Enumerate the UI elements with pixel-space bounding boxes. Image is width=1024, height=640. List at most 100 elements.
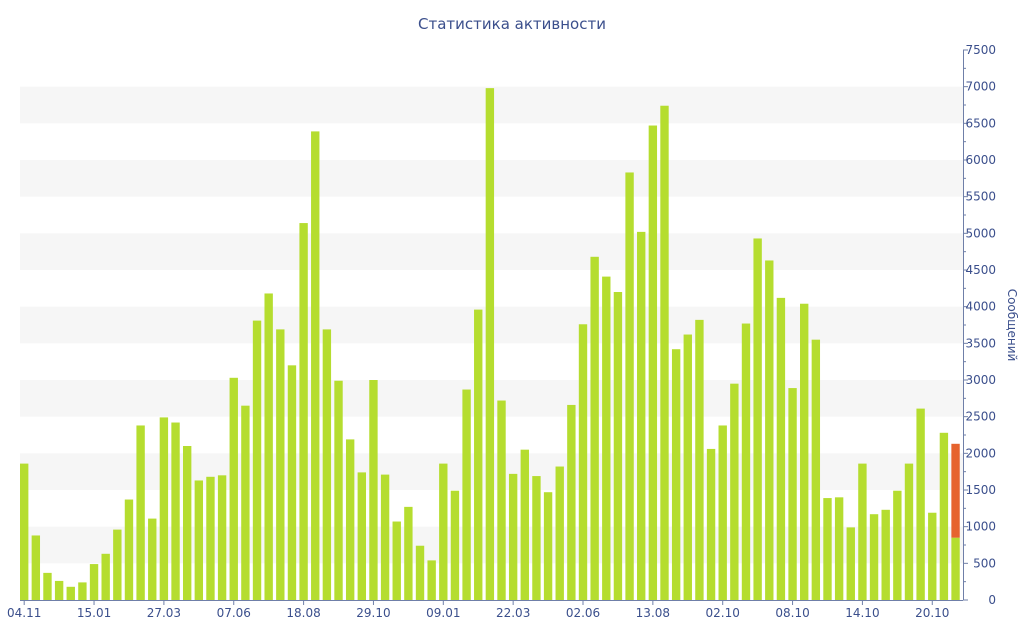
- y-tick-label: 0: [988, 593, 996, 607]
- bar: [741, 323, 751, 600]
- x-tick-label: 02.06: [566, 606, 600, 620]
- bar: [217, 475, 227, 600]
- bar: [182, 446, 192, 600]
- bar: [881, 509, 890, 600]
- y-tick-label: 1000: [965, 520, 996, 534]
- bar: [357, 472, 366, 600]
- x-tick-label: 13.08: [636, 606, 670, 620]
- bar: [858, 463, 867, 600]
- bar: [299, 223, 308, 600]
- bar: [939, 432, 949, 600]
- y-tick-label: 6500: [965, 116, 996, 130]
- bar: [637, 231, 646, 600]
- bar: [718, 425, 727, 600]
- bar: [311, 131, 320, 600]
- x-tick-label: 27.03: [147, 606, 181, 620]
- bar: [497, 400, 506, 600]
- bar: [811, 339, 821, 600]
- bar: [776, 297, 786, 600]
- bar: [369, 380, 378, 600]
- y-axis-ticks: 0 500 1000 1500 2000 2500 3000 3500 4000 4500 5000…: [963, 43, 996, 607]
- bar: [427, 560, 436, 600]
- bar: [450, 490, 460, 600]
- bar: [555, 466, 564, 600]
- bar: [823, 498, 832, 600]
- bar: [532, 476, 541, 600]
- y-tick-label: 7000: [965, 80, 996, 94]
- bar: [543, 492, 553, 600]
- bar: [846, 527, 855, 600]
- x-tick-label: 15.01: [77, 606, 111, 620]
- bars: [20, 88, 960, 600]
- y-tick-label: 3000: [965, 373, 996, 387]
- bar: [834, 497, 844, 600]
- bar: [439, 463, 448, 600]
- bar: [730, 383, 739, 600]
- bar: [613, 292, 623, 600]
- bar: [136, 425, 145, 600]
- bar: [124, 499, 134, 600]
- bar: [171, 422, 180, 600]
- bar: [893, 490, 902, 600]
- bar: [485, 88, 495, 600]
- bar: [520, 449, 529, 600]
- bar: [20, 463, 29, 600]
- bar: [31, 535, 41, 600]
- x-tick-label: 18.08: [286, 606, 320, 620]
- bar: [567, 404, 576, 600]
- bar: [916, 408, 925, 600]
- y-tick-label: 2000: [965, 446, 996, 460]
- bar: [334, 380, 343, 600]
- bar: [951, 537, 960, 600]
- bar: [43, 572, 52, 600]
- bar: [648, 125, 658, 600]
- bar: [415, 545, 425, 600]
- y-tick-label: 5500: [965, 190, 996, 204]
- chart-title: Статистика активности: [418, 15, 606, 33]
- bar: [287, 365, 297, 600]
- bar: [392, 521, 401, 600]
- bar: [671, 349, 681, 600]
- bar: [206, 476, 215, 600]
- x-tick-label: 22.03: [496, 606, 530, 620]
- x-tick-label: 02.10: [706, 606, 740, 620]
- y-tick-label: 1500: [965, 483, 996, 497]
- x-tick-label: 29.10: [356, 606, 390, 620]
- bar: [159, 417, 169, 600]
- bar: [264, 293, 273, 600]
- bar: [345, 439, 355, 600]
- bar: [753, 238, 762, 600]
- x-tick-label: 20.10: [915, 606, 949, 620]
- bar: [252, 320, 262, 600]
- bar-highlight: [951, 443, 960, 538]
- bar: [625, 172, 634, 600]
- x-tick-label: 14.10: [845, 606, 879, 620]
- bar: [660, 105, 669, 600]
- x-axis-ticks: 04.11 15.01 27.03 07.06 18.08 29.10 09.01 22.03…: [7, 600, 949, 620]
- bar: [113, 529, 122, 600]
- bar: [869, 514, 879, 600]
- bar: [322, 329, 332, 600]
- bar: [78, 582, 87, 600]
- bar: [683, 334, 692, 600]
- bar: [462, 389, 471, 600]
- bar: [706, 448, 716, 600]
- x-tick-label: 08.10: [775, 606, 809, 620]
- bar: [101, 553, 110, 600]
- bar: [241, 405, 250, 600]
- y-tick-label: 2500: [965, 410, 996, 424]
- y-tick-label: 7500: [965, 43, 996, 57]
- y-tick-label: 500: [973, 556, 996, 570]
- bar: [54, 580, 64, 600]
- bar: [765, 260, 774, 600]
- y-tick-label: 4000: [965, 300, 996, 314]
- bar: [590, 256, 599, 600]
- bar: [602, 276, 611, 600]
- bar: [474, 309, 483, 600]
- y-axis-title: Сообщений: [1005, 289, 1019, 362]
- bar: [788, 388, 797, 600]
- bar: [276, 329, 285, 600]
- x-tick-label: 04.11: [7, 606, 41, 620]
- x-tick-label: 09.01: [426, 606, 460, 620]
